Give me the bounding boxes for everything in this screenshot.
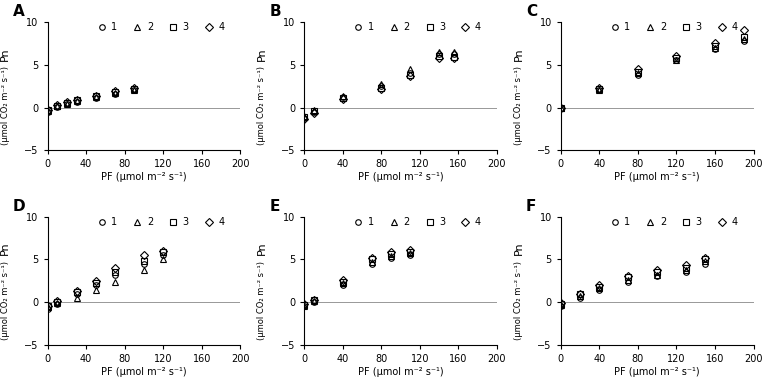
X-axis label: PF (μmol m⁻² s⁻¹): PF (μmol m⁻² s⁻¹) — [101, 172, 187, 182]
Text: 1: 1 — [368, 22, 374, 32]
Text: 2: 2 — [403, 22, 410, 32]
Text: A: A — [13, 4, 25, 19]
Text: Pn: Pn — [513, 47, 523, 61]
Text: 1: 1 — [624, 22, 630, 32]
Text: 4: 4 — [732, 22, 738, 32]
Text: Pn: Pn — [0, 242, 10, 255]
Text: 2: 2 — [147, 22, 153, 32]
Text: Pn: Pn — [0, 47, 10, 61]
Text: Pn: Pn — [257, 242, 267, 255]
Text: 1: 1 — [624, 217, 630, 227]
Text: 4: 4 — [219, 22, 225, 32]
Text: 3: 3 — [696, 217, 702, 227]
Text: 4: 4 — [219, 217, 225, 227]
Text: Pn: Pn — [513, 242, 523, 255]
Text: D: D — [13, 199, 25, 214]
Text: 3: 3 — [439, 217, 446, 227]
Text: Pn: Pn — [257, 47, 267, 61]
Text: 3: 3 — [183, 22, 189, 32]
Text: F: F — [526, 199, 536, 214]
X-axis label: PF (μmol m⁻² s⁻¹): PF (μmol m⁻² s⁻¹) — [357, 172, 443, 182]
Text: (μmol CO₂ m⁻² s⁻¹): (μmol CO₂ m⁻² s⁻¹) — [1, 66, 10, 145]
Text: (μmol CO₂ m⁻² s⁻¹): (μmol CO₂ m⁻² s⁻¹) — [257, 66, 266, 145]
Text: 1: 1 — [368, 217, 374, 227]
Text: B: B — [269, 4, 281, 19]
Text: 2: 2 — [403, 217, 410, 227]
Text: 1: 1 — [111, 22, 117, 32]
Text: 1: 1 — [111, 217, 117, 227]
X-axis label: PF (μmol m⁻² s⁻¹): PF (μmol m⁻² s⁻¹) — [614, 172, 700, 182]
Text: 4: 4 — [475, 22, 481, 32]
X-axis label: PF (μmol m⁻² s⁻¹): PF (μmol m⁻² s⁻¹) — [357, 367, 443, 377]
Text: (μmol CO₂ m⁻² s⁻¹): (μmol CO₂ m⁻² s⁻¹) — [514, 261, 523, 339]
Text: 3: 3 — [696, 22, 702, 32]
Text: 3: 3 — [183, 217, 189, 227]
Text: 2: 2 — [147, 217, 153, 227]
Text: 3: 3 — [439, 22, 446, 32]
Text: C: C — [526, 4, 537, 19]
X-axis label: PF (μmol m⁻² s⁻¹): PF (μmol m⁻² s⁻¹) — [101, 367, 187, 377]
Text: 4: 4 — [475, 217, 481, 227]
Text: (μmol CO₂ m⁻² s⁻¹): (μmol CO₂ m⁻² s⁻¹) — [1, 261, 10, 339]
Text: (μmol CO₂ m⁻² s⁻¹): (μmol CO₂ m⁻² s⁻¹) — [257, 261, 266, 339]
Text: E: E — [269, 199, 280, 214]
Text: (μmol CO₂ m⁻² s⁻¹): (μmol CO₂ m⁻² s⁻¹) — [514, 66, 523, 145]
X-axis label: PF (μmol m⁻² s⁻¹): PF (μmol m⁻² s⁻¹) — [614, 367, 700, 377]
Text: 4: 4 — [732, 217, 738, 227]
Text: 2: 2 — [660, 217, 667, 227]
Text: 2: 2 — [660, 22, 667, 32]
